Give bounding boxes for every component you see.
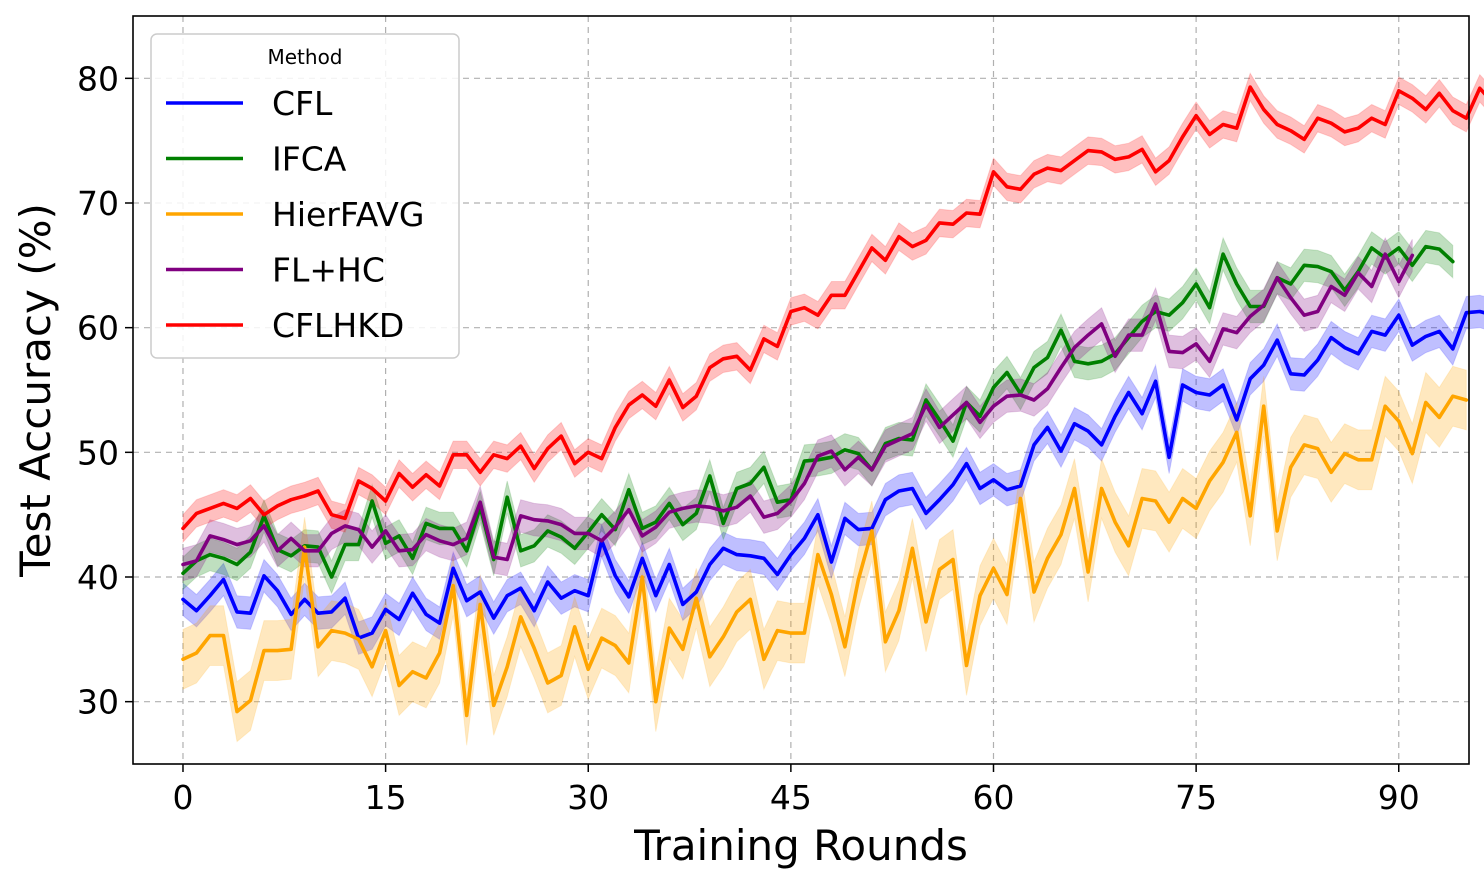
- x-tick-label: 60: [972, 778, 1014, 817]
- band-cflhkd: [182, 72, 1484, 544]
- legend: Method CFL IFCA HierFAVG FL+HC CFLHKD: [150, 33, 460, 359]
- x-tick-label: 30: [567, 778, 609, 817]
- y-tick-label: 70: [77, 184, 119, 223]
- axis-ticks: 0 15 30 45 60 75 90 30 40 50 60 70 80: [77, 59, 1420, 817]
- line-cflhkd: [181, 85, 1484, 531]
- x-tick-label: 0: [172, 778, 193, 817]
- band-cfl: [182, 294, 1484, 655]
- legend-box: [150, 33, 460, 359]
- y-tick-label: 60: [77, 309, 119, 348]
- y-tick-label: 30: [77, 683, 119, 722]
- band-hierfavg: [182, 365, 1467, 746]
- x-axis-label: Training Rounds: [633, 821, 968, 870]
- line-fl-hc: [181, 252, 1415, 567]
- legend-label-hierfavg: HierFAVG: [272, 195, 424, 234]
- x-tick-label: 15: [365, 778, 407, 817]
- y-axis-label: Test Accuracy (%): [11, 203, 60, 578]
- x-tick-label: 75: [1175, 778, 1217, 817]
- plot-frame: [132, 15, 1470, 765]
- line-cfl: [181, 309, 1484, 640]
- legend-label-ifca: IFCA: [272, 140, 347, 179]
- y-tick-label: 50: [77, 433, 119, 472]
- legend-label-cflhkd: CFLHKD: [272, 306, 404, 345]
- legend-label-fl-hc: FL+HC: [272, 251, 385, 290]
- x-tick-label: 45: [770, 778, 812, 817]
- series-lines: [181, 85, 1484, 718]
- legend-items: CFL IFCA HierFAVG FL+HC CFLHKD: [166, 84, 424, 345]
- legend-title: Method: [267, 45, 342, 69]
- x-tick-label: 90: [1378, 778, 1420, 817]
- y-tick-label: 40: [77, 558, 119, 597]
- line-hierfavg: [181, 394, 1469, 718]
- y-tick-label: 80: [77, 59, 119, 98]
- legend-label-cfl: CFL: [272, 84, 333, 123]
